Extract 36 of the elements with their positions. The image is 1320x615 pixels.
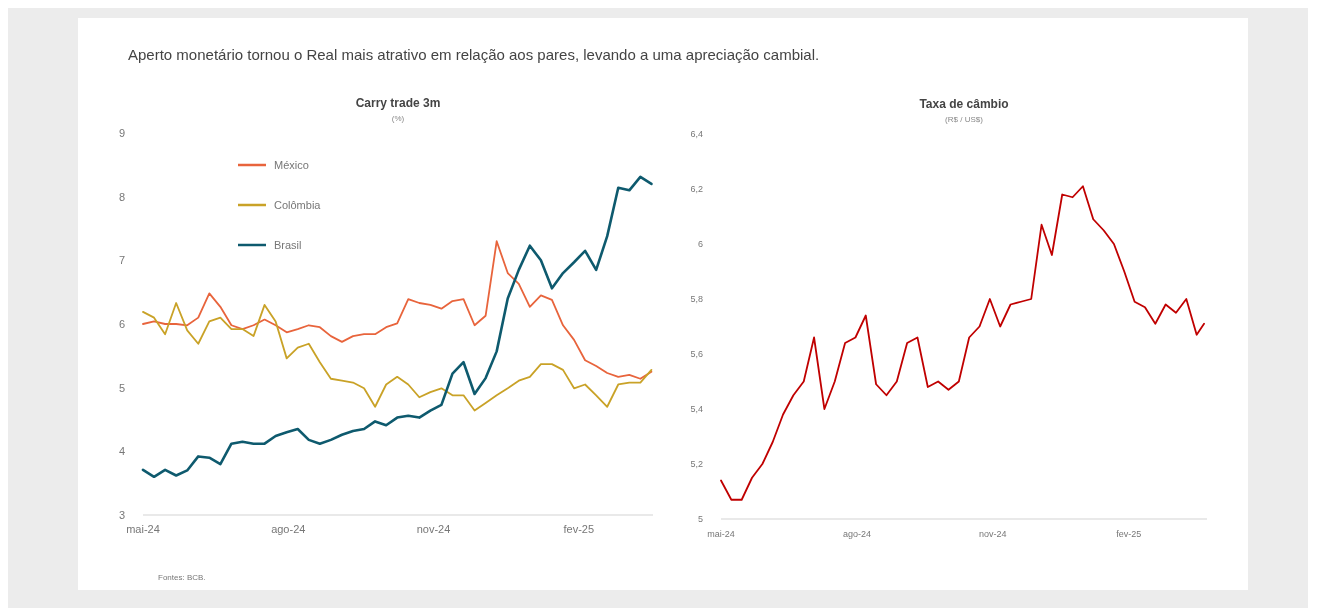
y-tick-label: 5 [697, 514, 703, 525]
y-tick-label: 5,8 [690, 294, 703, 305]
x-tick-label: mai-24 [707, 529, 735, 539]
text: Aperto monetário tornou o Real mais atrativo em relação aos pares, levando a uma apreciação cambial. [128, 46, 820, 63]
line-series [142, 240, 653, 380]
chart-title: Carry trade 3m [355, 96, 441, 110]
x-tick-label: ago-24 [842, 529, 871, 539]
legend-label: Colômbia [274, 198, 322, 211]
y-tick-label: 8 [118, 190, 125, 203]
text: Fontes: BCB. [158, 573, 206, 582]
y-tick-label: 5,6 [690, 349, 703, 360]
x-tick-label: ago-24 [271, 523, 306, 535]
x-tick-label: fev-25 [1116, 529, 1142, 539]
y-tick-label: 6 [118, 317, 125, 330]
y-tick-label: 9 [118, 126, 125, 139]
y-tick-label: 5 [118, 381, 125, 394]
chart-subtitle: (R$ / US$) [945, 115, 984, 124]
x-tick-label: nov-24 [979, 529, 1007, 539]
y-tick-label: 5,2 [690, 459, 703, 470]
line-series [141, 175, 653, 479]
y-tick-label: 6 [697, 239, 703, 250]
y-tick-label: 6,2 [690, 184, 703, 195]
x-tick-label: mai-24 [126, 523, 160, 535]
y-tick-label: 5,4 [690, 404, 703, 415]
chart-subtitle: (%) [391, 114, 405, 123]
x-tick-label: nov-24 [416, 523, 451, 535]
line-series [720, 185, 1205, 501]
y-tick-label: 6,4 [690, 129, 703, 140]
y-tick-label: 7 [118, 254, 125, 267]
chart-title: Taxa de câmbio [919, 97, 1009, 111]
line-series [142, 302, 653, 412]
y-tick-label: 3 [118, 508, 125, 521]
y-tick-label: 4 [118, 445, 125, 458]
legend-label: Brasil [274, 238, 302, 251]
legend-label: México [274, 158, 309, 171]
x-tick-label: fev-25 [563, 523, 595, 535]
